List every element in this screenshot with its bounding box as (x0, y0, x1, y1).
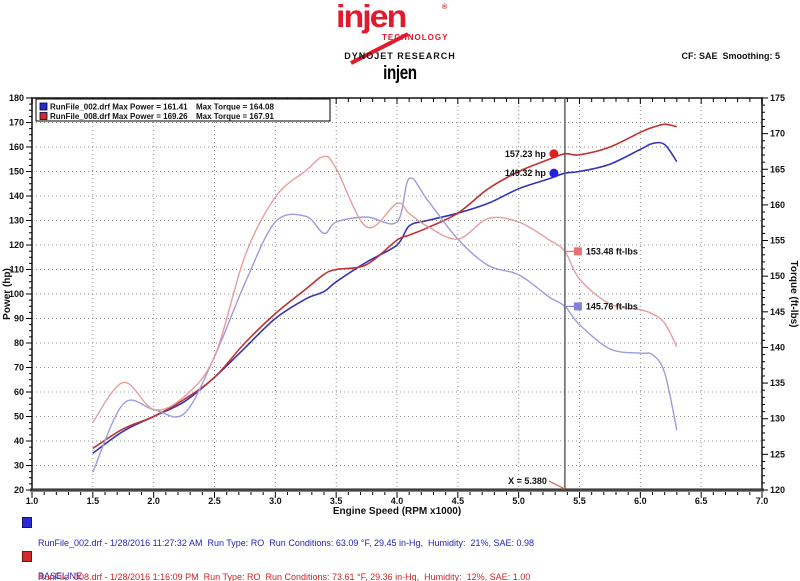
run-info-sp1811: RunFile_008.drf - 1/28/2016 1:16:09 PM R… (22, 550, 782, 581)
torque-axis-title: Torque (ft-lbs) (788, 260, 799, 327)
svg-text:175: 175 (770, 93, 785, 103)
axis-tick-labels: 1.0 1.5 2.0 2.5 3.0 3.5 4.0 4.5 5.0 5.5 6.0 6.5 7.0 2… (9, 93, 785, 506)
cf-smoothing-label: CF: SAE Smoothing: 5 (681, 51, 781, 61)
logo-wordmark: injen (336, 0, 407, 35)
svg-text:80: 80 (14, 338, 24, 348)
svg-text:160: 160 (9, 142, 24, 152)
curve-3 (92, 155, 678, 423)
svg-text:145.76 ft-lbs: 145.76 ft-lbs (586, 301, 638, 311)
run-baseline-swatch-icon (22, 517, 32, 528)
svg-text:130: 130 (9, 216, 24, 226)
svg-text:149.32 hp: 149.32 hp (505, 168, 547, 178)
svg-text:150: 150 (770, 271, 785, 281)
svg-text:4.0: 4.0 (391, 496, 404, 506)
svg-text:130: 130 (770, 414, 785, 424)
curve-2 (92, 177, 678, 473)
svg-text:170: 170 (9, 118, 24, 128)
svg-text:70: 70 (14, 363, 24, 373)
svg-text:155: 155 (770, 236, 785, 246)
svg-text:100: 100 (9, 289, 24, 299)
cursor-label-pointer (548, 480, 566, 490)
curves (92, 123, 678, 473)
svg-text:3.0: 3.0 (269, 496, 282, 506)
svg-text:120: 120 (770, 485, 785, 495)
svg-text:145: 145 (770, 307, 785, 317)
callout-2: 153.48 ft-lbs (564, 246, 638, 256)
logo-technology-label: TECHNOLOGY (382, 33, 449, 42)
svg-text:170: 170 (770, 129, 785, 139)
legend-entry-torque: Max Torque = 167.91 (196, 112, 274, 121)
curve-1 (92, 123, 677, 450)
injen-logo: injen ® TECHNOLOGY (330, 0, 480, 65)
curve-0 (92, 141, 678, 454)
callout-3: 145.76 ft-lbs (564, 301, 638, 311)
svg-text:150: 150 (9, 167, 24, 177)
registered-mark: ® (442, 4, 448, 11)
svg-text:1.0: 1.0 (26, 496, 39, 506)
svg-text:90: 90 (14, 314, 24, 324)
svg-text:20: 20 (14, 485, 24, 495)
svg-text:60: 60 (14, 387, 24, 397)
legend-entry-power: RunFile_002.drf Max Power = 161.41 (50, 103, 188, 112)
callout-0: 157.23 hp (505, 149, 559, 159)
svg-text:140: 140 (9, 191, 24, 201)
svg-text:6.0: 6.0 (634, 496, 647, 506)
chart-title: injen (383, 63, 417, 84)
svg-text:157.23 hp: 157.23 hp (505, 149, 547, 159)
svg-text:6.5: 6.5 (695, 496, 708, 506)
legend-entry-power: RunFile_008.drf Max Power = 169.26 (50, 112, 188, 121)
svg-text:140: 140 (770, 342, 785, 352)
svg-text:160: 160 (770, 200, 785, 210)
run-baseline-line1: RunFile_002.drf - 1/28/2016 11:27:32 AM … (38, 538, 535, 548)
legend-swatch-icon (39, 102, 48, 111)
legend-entry-torque: Max Torque = 164.08 (196, 103, 274, 112)
svg-text:30: 30 (14, 461, 24, 471)
gridlines (32, 98, 762, 490)
svg-text:50: 50 (14, 412, 24, 422)
legend-swatch-icon (39, 112, 48, 120)
run-baseline-line2: BASELINE (38, 571, 83, 581)
svg-text:1.5: 1.5 (87, 496, 100, 506)
svg-text:180: 180 (9, 93, 24, 103)
callout-1: 149.32 hp (505, 168, 559, 178)
svg-text:3.5: 3.5 (330, 496, 343, 506)
chart-legend: RunFile_002.drf Max Power = 161.41 Max To… (35, 98, 331, 122)
svg-text:153.48 ft-lbs: 153.48 ft-lbs (586, 246, 638, 256)
cursor-label: X = 5.380 (508, 476, 547, 486)
svg-text:4.5: 4.5 (452, 496, 465, 506)
svg-text:165: 165 (770, 164, 785, 174)
svg-text:5.0: 5.0 (512, 496, 525, 506)
svg-text:7.0: 7.0 (756, 496, 769, 506)
svg-text:120: 120 (9, 240, 24, 250)
power-axis-title: Power (hp) (2, 268, 13, 320)
svg-text:2.0: 2.0 (147, 496, 160, 506)
run-info-baseline: RunFile_002.drf - 1/28/2016 11:27:32 AM … (22, 516, 782, 581)
dynojet-research-label: DYNOJET RESEARCH (344, 51, 456, 61)
run-sp1811-line1: RunFile_008.drf - 1/28/2016 1:16:09 PM R… (38, 572, 531, 581)
x-axis-title: Engine Speed (RPM x1000) (333, 506, 461, 517)
svg-text:125: 125 (770, 449, 785, 459)
svg-text:2.5: 2.5 (208, 496, 221, 506)
svg-text:5.5: 5.5 (573, 496, 586, 506)
run-sp1811-swatch-icon (22, 551, 32, 562)
svg-text:110: 110 (9, 265, 24, 275)
svg-text:40: 40 (14, 436, 24, 446)
svg-text:135: 135 (770, 378, 785, 388)
